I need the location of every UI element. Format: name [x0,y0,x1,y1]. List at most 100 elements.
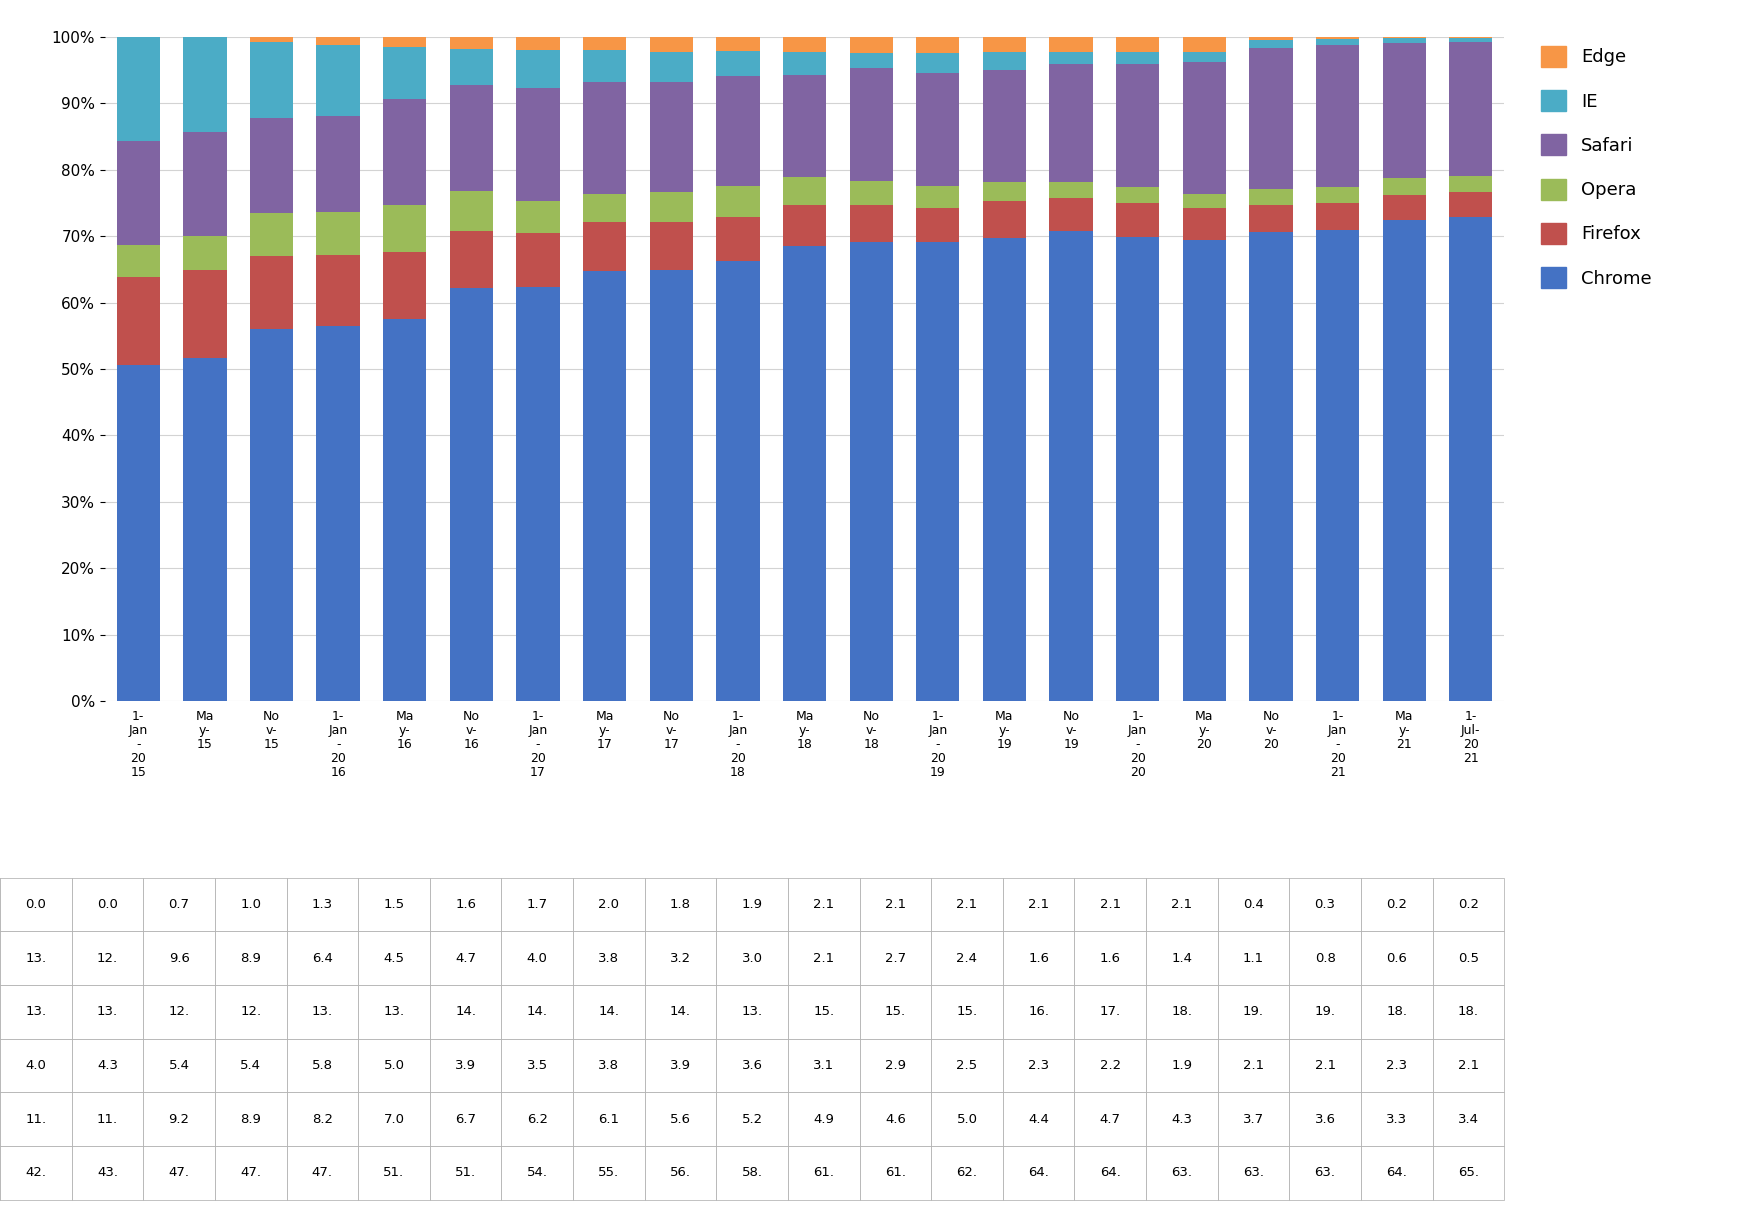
Bar [1248,37,1292,39]
Bar [1449,42,1491,176]
Bar [717,217,759,261]
Bar [1449,217,1491,701]
Bar [649,37,692,53]
Bar [449,288,493,701]
Text: Ma
y-
21: Ma y- 21 [1395,710,1412,752]
Bar [582,271,626,701]
Bar [449,37,493,49]
Bar [783,206,825,246]
Bar [1248,39,1292,48]
Bar [1381,220,1425,701]
Bar [1248,204,1292,233]
Bar [117,37,159,141]
Bar [916,53,960,73]
Bar [982,201,1026,239]
Text: Ma
y-
19: Ma y- 19 [995,710,1014,752]
Bar [783,177,825,206]
Bar [250,119,294,213]
Bar [1314,39,1358,45]
Bar [850,181,891,204]
Bar [1182,53,1225,62]
Bar [1182,62,1225,195]
Bar [850,53,891,69]
Bar [250,329,294,701]
Bar [916,37,960,53]
Text: No
v-
20: No v- 20 [1262,710,1280,752]
Bar [1381,37,1425,38]
Bar [383,99,427,206]
Text: Ma
y-
15: Ma y- 15 [196,710,213,752]
Bar [783,51,825,75]
Text: 1-
Jan
-
20
15: 1- Jan - 20 15 [129,710,149,778]
Bar [316,45,360,116]
Bar [516,202,559,233]
Bar [1115,51,1159,64]
Bar [982,182,1026,201]
Legend: Edge, IE, Safari, Opera, Firefox, Chrome: Edge, IE, Safari, Opera, Firefox, Chrome [1540,45,1650,288]
Text: No
v-
19: No v- 19 [1063,710,1079,752]
Text: No
v-
18: No v- 18 [862,710,879,752]
Bar [982,53,1026,70]
Bar [1115,203,1159,237]
Bar [582,82,626,193]
Text: 1-
Jan
-
20
21: 1- Jan - 20 21 [1327,710,1346,778]
Bar [783,246,825,701]
Bar [1314,230,1358,701]
Bar [117,141,159,245]
Bar [184,359,227,701]
Bar [1381,43,1425,177]
Bar [316,326,360,701]
Bar [717,51,759,76]
Bar [850,69,891,181]
Bar [383,319,427,701]
Bar [1449,192,1491,217]
Bar [582,222,626,271]
Bar [250,256,294,329]
Bar [717,76,759,186]
Bar [717,261,759,701]
Bar [250,37,294,43]
Bar [184,132,227,236]
Text: Ma
y-
17: Ma y- 17 [594,710,614,752]
Text: Ma
y-
16: Ma y- 16 [395,710,414,752]
Bar [649,192,692,222]
Bar [982,37,1026,53]
Bar [316,37,360,45]
Bar [184,271,227,359]
Bar [1049,231,1092,701]
Bar [316,116,360,212]
Bar [1115,187,1159,203]
Text: No
v-
15: No v- 15 [262,710,280,752]
Bar [449,231,493,288]
Bar [582,193,626,222]
Text: 1-
Jan
-
20
17: 1- Jan - 20 17 [528,710,547,778]
Bar [383,252,427,319]
Text: Ma
y-
20: Ma y- 20 [1194,710,1213,752]
Bar [850,204,891,241]
Bar [1049,64,1092,181]
Bar [117,365,159,701]
Bar [1381,177,1425,196]
Text: 1-
Jan
-
20
20: 1- Jan - 20 20 [1127,710,1147,778]
Bar [916,208,960,242]
Bar [1182,208,1225,240]
Bar [516,233,559,288]
Bar [916,242,960,701]
Text: No
v-
16: No v- 16 [463,710,479,752]
Bar [184,37,227,132]
Bar [1248,190,1292,204]
Bar [316,255,360,326]
Bar [1049,37,1092,53]
Bar [1314,203,1358,230]
Bar [783,75,825,177]
Bar [649,53,692,82]
Bar [649,222,692,269]
Bar [783,37,825,51]
Bar [982,70,1026,182]
Bar [383,48,427,99]
Bar [1381,38,1425,43]
Bar [1115,64,1159,187]
Text: 1-
Jul-
20
21: 1- Jul- 20 21 [1460,710,1481,765]
Text: 1-
Jan
-
20
19: 1- Jan - 20 19 [928,710,947,778]
Bar [1049,53,1092,64]
